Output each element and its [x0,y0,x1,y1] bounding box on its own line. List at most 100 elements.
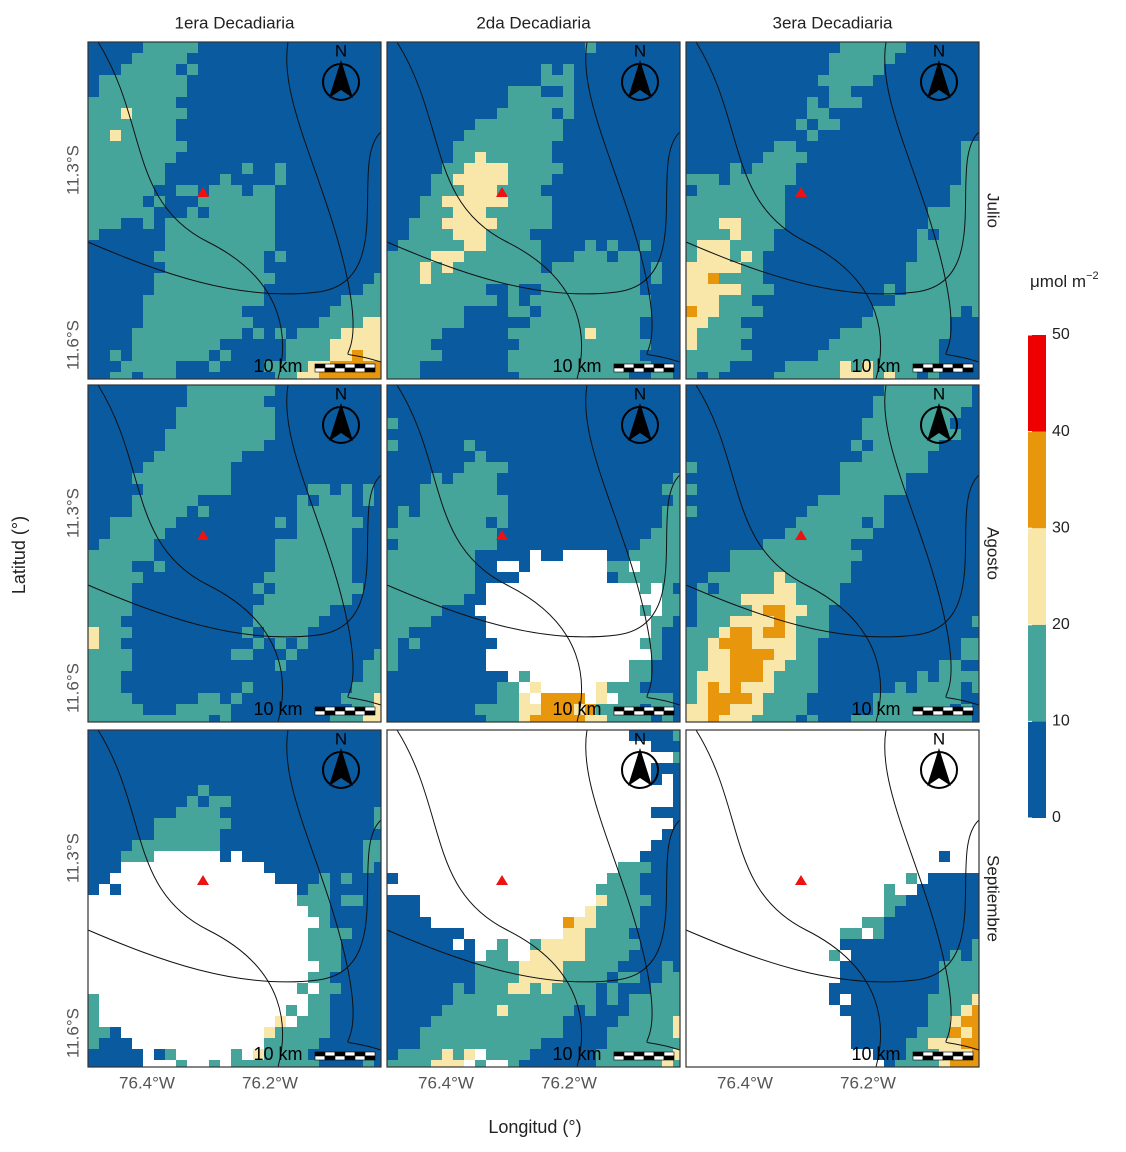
raster-cell [352,372,363,379]
scale-bar-segment [325,364,335,368]
raster-cell [829,550,840,561]
raster-cell [88,616,99,627]
raster-cell [253,218,264,229]
raster-cell [88,53,99,64]
raster-cell [154,484,165,495]
raster-cell [928,539,939,550]
raster-cell [697,440,708,451]
raster-cell [220,97,231,108]
raster-cell [972,539,979,550]
raster-cell [110,196,121,207]
raster-cell [807,396,818,407]
raster-cell [297,273,308,284]
raster-cell [763,163,774,174]
raster-cell [961,42,972,53]
raster-cell [840,218,851,229]
raster-cell [774,517,785,528]
raster-cell [319,572,330,583]
raster-cell [209,339,220,350]
raster-cell [99,119,110,130]
raster-cell [640,317,651,328]
raster-cell [176,594,187,605]
raster-cell [308,97,319,108]
raster-cell [132,317,143,328]
raster-cell [132,407,143,418]
raster-cell [209,53,220,64]
raster-cell [574,517,585,528]
raster-cell [741,273,752,284]
raster-cell [220,218,231,229]
raster-cell [530,495,541,506]
raster-cell [862,484,873,495]
y-tick-label: 11.3°S [63,833,82,883]
raster-cell [308,64,319,75]
raster-cell [818,64,829,75]
raster-cell [220,429,231,440]
raster-cell [840,328,851,339]
raster-cell [308,616,319,627]
raster-cell [409,385,420,396]
raster-cell [662,64,673,75]
raster-cell [442,284,453,295]
raster-cell [807,152,818,163]
raster-cell [607,108,618,119]
raster-cell [464,693,475,704]
raster-cell [231,539,242,550]
raster-cell [132,207,143,218]
raster-cell [341,174,352,185]
raster-cell [950,495,961,506]
raster-cell [154,306,165,317]
raster-cell [563,517,574,528]
raster-cell [165,506,176,517]
raster-cell [708,407,719,418]
raster-cell [420,704,431,715]
raster-cell [541,605,552,616]
raster-cell [431,240,442,251]
raster-cell [807,207,818,218]
raster-cell [475,484,486,495]
raster-cell [552,484,563,495]
raster-cell [409,484,420,495]
raster-cell [143,273,154,284]
raster-cell [697,185,708,196]
raster-cell [363,682,374,693]
raster-cell [673,262,680,273]
raster-cell [629,317,640,328]
raster-cell [873,517,884,528]
raster-cell [497,561,508,572]
raster-cell [741,42,752,53]
raster-cell [686,627,697,638]
raster-cell [264,119,275,130]
raster-cell [209,693,220,704]
raster-cell [431,328,442,339]
column-header: 3era Decadiaria [772,13,893,32]
raster-cell [187,517,198,528]
raster-cell [398,218,409,229]
raster-cell [741,196,752,207]
raster-cell [552,185,563,196]
raster-cell [697,119,708,130]
raster-cell [341,119,352,130]
raster-cell [840,75,851,86]
raster-cell [629,196,640,207]
raster-cell [253,185,264,196]
raster-cell [121,218,132,229]
scale-bar-segment [963,364,973,368]
raster-cell [121,295,132,306]
raster-cell [563,108,574,119]
raster-cell [110,660,121,671]
raster-cell [708,295,719,306]
raster-cell [574,451,585,462]
x-tick-label: 76.4°W [717,1073,773,1092]
raster-cell [708,251,719,262]
raster-cell [673,328,680,339]
raster-cell [906,350,917,361]
raster-cell [110,429,121,440]
raster-cell [198,451,209,462]
raster-cell [519,528,530,539]
raster-cell [961,130,972,141]
scale-bar-segment [335,711,345,715]
raster-cell [187,108,198,119]
raster-cell [475,262,486,273]
raster-cell [574,108,585,119]
